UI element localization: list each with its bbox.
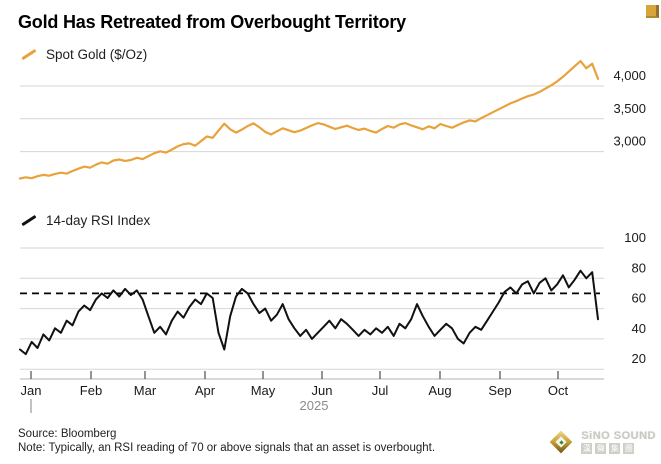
rsi-ytick-label: 80 — [632, 260, 646, 275]
legend-rsi: 14-day RSI Index — [21, 213, 150, 228]
source-text: Source: Bloomberg — [18, 428, 117, 440]
month-label: Jul — [372, 383, 389, 398]
month-label: Jun — [312, 383, 333, 398]
month-label: Jan — [21, 383, 42, 398]
gold-ytick-label: 3,000 — [613, 134, 646, 149]
spot-gold-series-line — [18, 59, 600, 180]
footer: Source: Bloomberg Note: Typically, an RS… — [18, 427, 435, 455]
month-label: Sep — [488, 383, 511, 398]
legend-spot-gold-label: Spot Gold ($/Oz) — [46, 47, 148, 62]
legend-rsi-label: 14-day RSI Index — [46, 213, 151, 228]
month-label: May — [251, 383, 276, 398]
rsi-ytick-label: 40 — [632, 321, 646, 336]
month-label: Mar — [134, 383, 157, 398]
logo-cn-tile: 團 — [623, 443, 635, 454]
rsi-series-line — [19, 269, 599, 356]
note-text: Note: Typically, an RSI reading of 70 or… — [18, 442, 436, 454]
logo-cn-tile: 聲 — [595, 443, 607, 454]
logo-cn-tile: 漢 — [581, 443, 593, 454]
gold-ytick-label: 3,500 — [613, 101, 646, 116]
gold-ytick-label: 4,000 — [613, 68, 646, 83]
logo-cn: 漢聲集團 — [581, 443, 656, 454]
legend-spot-gold: Spot Gold ($/Oz) — [21, 47, 147, 62]
diamond-logo-icon — [548, 429, 574, 455]
rsi-ytick-label: 20 — [632, 351, 646, 366]
month-label: Aug — [428, 383, 451, 398]
logo-name: SiNO SOUND — [581, 430, 656, 442]
month-label: Feb — [80, 383, 102, 398]
month-label: Oct — [548, 383, 569, 398]
rsi-ytick-label: 100 — [624, 230, 646, 245]
logo-cn-tile: 集 — [609, 443, 621, 454]
page-title: Gold Has Retreated from Overbought Terri… — [18, 12, 406, 32]
month-label: Apr — [195, 383, 216, 398]
year-label: 2025 — [300, 398, 329, 413]
rsi-ytick-label: 60 — [632, 291, 646, 306]
sino-sound-logo: SiNO SOUND 漢聲集團 — [548, 429, 656, 455]
gold-corner-badge — [646, 5, 659, 18]
